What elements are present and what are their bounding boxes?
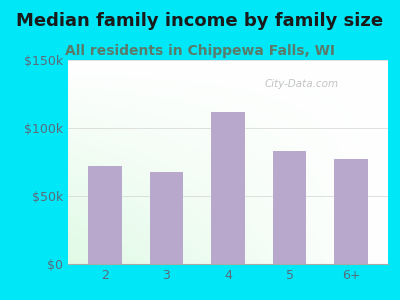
Bar (273, 151, 306, 264)
Text: Median family income by family size: Median family income by family size (16, 12, 384, 30)
Bar (211, 112, 245, 264)
Bar (150, 172, 183, 264)
Bar (88, 166, 122, 264)
Text: City-Data.com: City-Data.com (264, 80, 339, 89)
Text: All residents in Chippewa Falls, WI: All residents in Chippewa Falls, WI (65, 44, 335, 58)
Bar (334, 159, 368, 264)
